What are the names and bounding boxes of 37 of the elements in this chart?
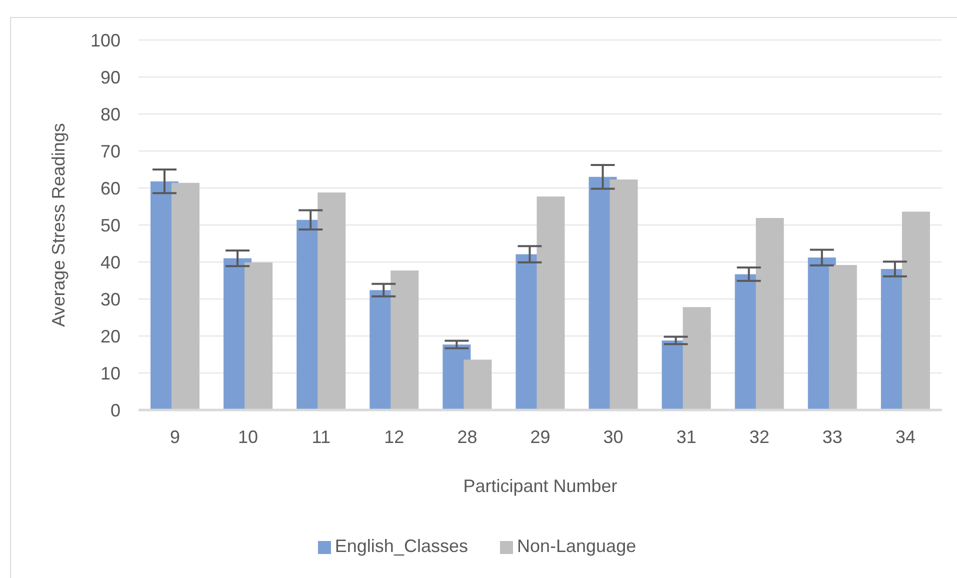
- y-tick-label: 90: [100, 67, 120, 88]
- y-tick-label: 70: [100, 141, 120, 162]
- x-axis-title: Participant Number: [463, 476, 618, 496]
- y-tick-label: 10: [100, 363, 120, 384]
- bar: [318, 192, 346, 410]
- x-tick-label: 33: [822, 426, 842, 447]
- x-tick-label: 10: [238, 426, 258, 447]
- x-tick-label: 9: [170, 426, 180, 447]
- bar: [172, 182, 200, 410]
- x-tick-label: 34: [895, 426, 916, 447]
- bar: [464, 360, 492, 410]
- y-tick-label: 40: [100, 252, 120, 272]
- bar: [828, 264, 857, 410]
- x-tick-label: 32: [749, 426, 770, 447]
- y-tick-label: 100: [90, 30, 120, 50]
- y-tick-label: 20: [100, 326, 120, 346]
- x-tick-label: 28: [457, 426, 478, 447]
- bar: [244, 262, 273, 410]
- x-tick-label: 29: [530, 426, 550, 447]
- y-tick-label: 0: [110, 400, 120, 420]
- y-tick-label: 60: [100, 178, 120, 198]
- y-tick-label: 50: [100, 215, 120, 236]
- bar: [390, 270, 419, 410]
- y-tick-label: 80: [100, 104, 120, 124]
- bar: [536, 196, 565, 410]
- x-tick-label: 11: [312, 426, 330, 447]
- y-tick-label: 30: [100, 289, 120, 310]
- legend-label: English_Classes: [334, 536, 468, 556]
- bar: [610, 179, 638, 410]
- bar: [902, 212, 930, 410]
- bar: [756, 218, 784, 410]
- bar: [682, 307, 711, 410]
- x-tick-label: 12: [384, 426, 404, 447]
- y-axis-title: Average Stress Readings: [48, 123, 68, 327]
- x-tick-label: 30: [603, 426, 624, 447]
- legend-label: Non-Language: [516, 536, 636, 556]
- x-tick-label: 31: [676, 426, 696, 447]
